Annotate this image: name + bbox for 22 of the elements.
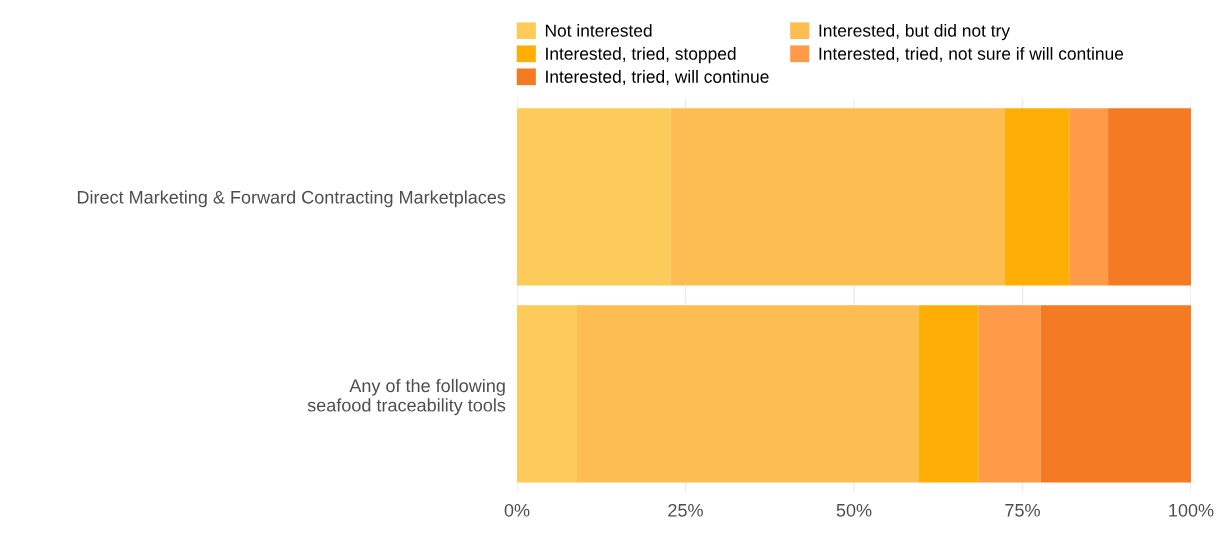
legend-label: Interested, tried, not sure if will continue xyxy=(819,47,1124,62)
bar xyxy=(918,305,979,483)
legend-label: Not interested xyxy=(545,24,652,37)
bar xyxy=(1004,108,1070,286)
x-tick-label: 50% xyxy=(836,503,872,517)
bar xyxy=(517,108,671,286)
bar xyxy=(1069,108,1109,286)
x-tick-label: 100% xyxy=(1169,503,1214,517)
y-tick-label: Direct Marketing & Forward Contracting Marketplaces xyxy=(77,190,506,208)
y-tick-label: Any of the following seafood traceability tools xyxy=(307,378,506,416)
bar xyxy=(670,108,1005,286)
x-tick-label: 75% xyxy=(1005,503,1040,517)
bar xyxy=(517,305,577,483)
bar xyxy=(576,305,919,483)
bar xyxy=(1108,108,1191,286)
x-tick-label: 0% xyxy=(504,503,530,517)
legend-label: Interested, tried, stopped xyxy=(546,47,736,64)
legend-label: Interested, but did not try xyxy=(819,24,1010,41)
x-tick-label: 25% xyxy=(668,503,703,517)
bar xyxy=(978,305,1041,483)
bar xyxy=(1040,305,1191,483)
legend-label: Interested, tried, will continue xyxy=(546,70,769,85)
